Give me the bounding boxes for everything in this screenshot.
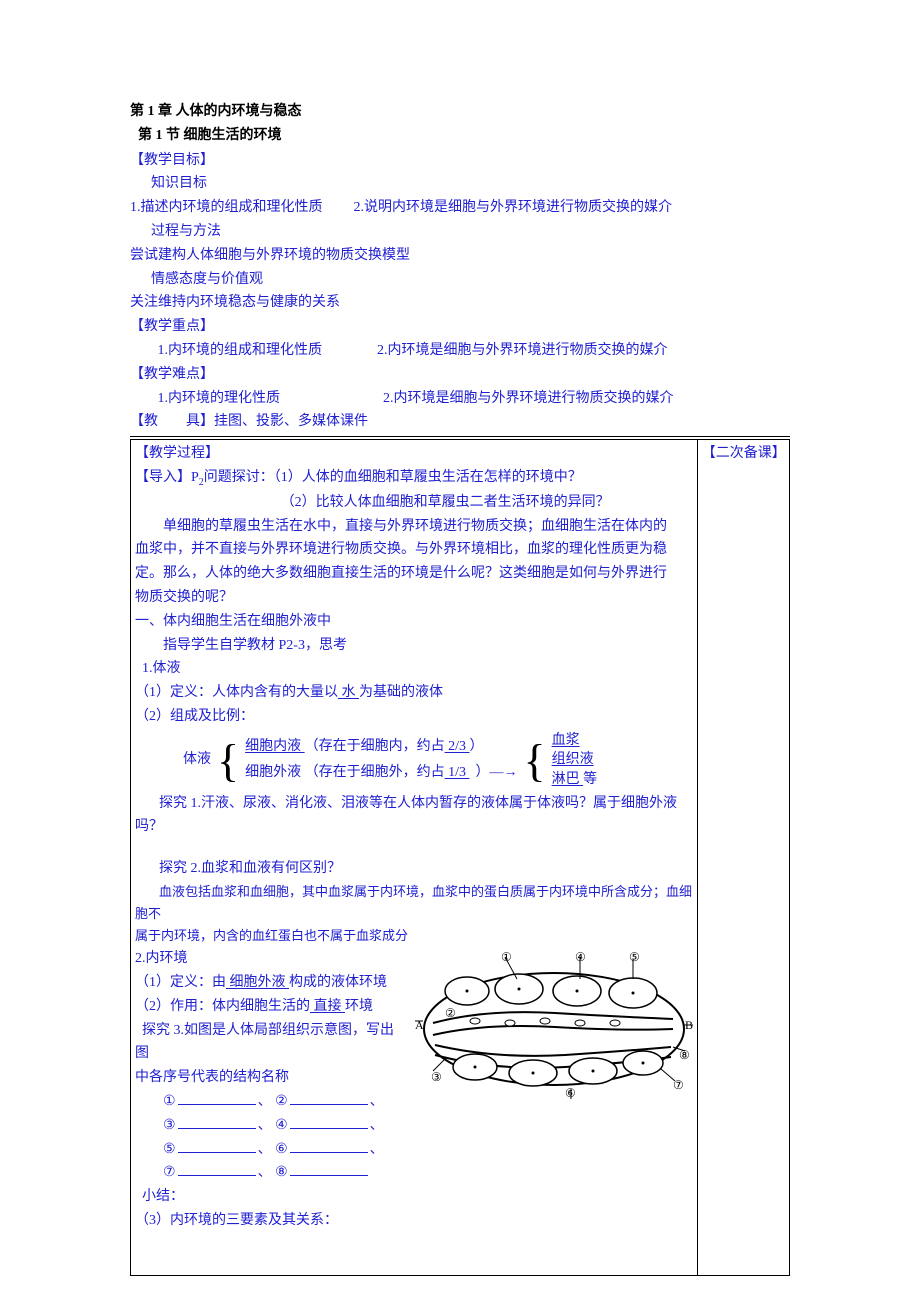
goal-line-1b: 2.说明内环境是细胞与外界环境进行物质交换的媒介 — [354, 200, 673, 215]
intro-q1: 问题探讨：（1）人体的血细胞和草履虫生活在怎样的环境中？ — [204, 470, 582, 485]
goal-line-1a: 1.描述内环境的组成和理化性质 — [130, 200, 323, 215]
blank-2 — [290, 1104, 368, 1105]
heading-diff: 【教学难点】 — [130, 367, 214, 382]
comma-2: 、 — [370, 1094, 384, 1109]
label-8: ⑧ — [275, 1165, 288, 1180]
para1-l2: 血浆中，并不直接与外界环境进行物质交换。与外界环境相比，血浆的理化性质更为稳 — [135, 538, 693, 562]
heading-intro: 【导入】 — [135, 470, 191, 485]
diff-1: 1.内环境的理化性质 — [158, 391, 281, 406]
intro-p-label: P — [191, 470, 199, 485]
left-brace-icon-2: { — [523, 741, 545, 780]
label-6: ⑥ — [275, 1142, 288, 1157]
svg-text:⑤: ⑤ — [629, 951, 640, 964]
heading-goal: 【教学目标】 — [130, 153, 214, 168]
svg-text:⑥: ⑥ — [565, 1086, 576, 1099]
svg-text:⑧: ⑧ — [679, 1048, 690, 1062]
svg-text:⑦: ⑦ — [673, 1078, 684, 1092]
svg-text:④: ④ — [575, 951, 586, 964]
heading-second-prep: 【二次备课】 — [702, 446, 786, 461]
blank-3 — [178, 1128, 256, 1129]
svg-text:A: A — [415, 1018, 424, 1032]
label-3: ③ — [163, 1118, 176, 1133]
goal-sub1: 知识目标 — [130, 172, 790, 196]
label-1: ① — [163, 1094, 176, 1109]
chapter-title: 第 1 章 人体的内环境与稳态 — [130, 100, 790, 124]
sec1-guide: 指导学生自学教材 P2-3，思考 — [135, 634, 693, 658]
heading-process: 【教学过程】 — [135, 446, 219, 461]
label-7: ⑦ — [163, 1165, 176, 1180]
label-2: ② — [275, 1094, 288, 1109]
sec1-def2: （2）组成及比例： — [135, 705, 693, 729]
blank-one-third: 1/3 — [445, 765, 470, 780]
sec1-def1b: 为基础的液体 — [359, 685, 443, 700]
goal-sub2: 过程与方法 — [130, 220, 790, 244]
comma-4: 、 — [370, 1118, 384, 1133]
goal-sub3: 情感态度与价值观 — [130, 268, 790, 292]
label-5: ⑤ — [163, 1142, 176, 1157]
para1-l4: 物质交换的呢？ — [135, 586, 693, 610]
svg-text:③: ③ — [431, 1070, 442, 1084]
heading-tools: 【教 具】 — [130, 414, 214, 429]
goal-line2: 尝试建构人体细胞与外界环境的物质交换模型 — [130, 244, 790, 268]
heading-emph: 【教学重点】 — [130, 319, 214, 334]
sec1-def1a: （1）定义：人体内含有的大量以 — [135, 685, 338, 700]
sec2-def2a: （2）作用：体内细胞生活的 — [135, 999, 310, 1014]
explore-1b: 吗？ — [135, 815, 693, 839]
blank-6 — [290, 1152, 368, 1153]
blank-7 — [178, 1175, 256, 1176]
section-title: 第 1 节 细胞生活的环境 — [138, 124, 790, 148]
outer-label: 细胞外液 — [245, 765, 301, 780]
blank-ecf: 细胞外液 — [226, 975, 289, 990]
emph-1: 1.内环境的组成和理化性质 — [158, 343, 323, 358]
blank-lymph: 淋巴 — [552, 772, 584, 787]
blank-1 — [178, 1104, 256, 1105]
explore-2-ans1: 血液包括血浆和血细胞，其中血浆属于内环境，血浆中的蛋白质属于内环境中所含成分；血… — [135, 884, 692, 921]
sec2-def2b: 环境 — [345, 999, 373, 1014]
summary-label: 小结： — [135, 1185, 693, 1209]
blank-8 — [290, 1175, 368, 1176]
inner-text: （存在于细胞内，约占 — [305, 739, 445, 754]
sec2-def1a: （1）定义：由 — [135, 975, 226, 990]
blank-4 — [290, 1128, 368, 1129]
blank-5 — [178, 1152, 256, 1153]
sec2-def1b: 构成的液体环境 — [289, 975, 387, 990]
tissue-diagram: ① ② ③ ④ ⑤ ⑥ ⑦ ⑧ A B — [415, 951, 693, 1099]
comma-6: 、 — [370, 1142, 384, 1157]
svg-text:②: ② — [445, 1006, 456, 1020]
emph-2: 2.内环境是细胞与外界环境进行物质交换的媒介 — [377, 343, 668, 358]
main-content-table: 【教学过程】 【导入】P2问题探讨：（1）人体的血细胞和草履虫生活在怎样的环境中… — [130, 439, 790, 1276]
label-4: ④ — [275, 1118, 288, 1133]
sec1-title: 一、体内细胞生活在细胞外液中 — [135, 610, 693, 634]
explore-1: 探究 1.汗液、尿液、消化液、泪液等在人体内暂存的液体属于体液吗？属于细胞外液 — [159, 796, 677, 811]
svg-text:①: ① — [501, 951, 512, 964]
comma-5: 、 — [258, 1142, 272, 1157]
outer-text: （存在于细胞外，约占 — [305, 765, 445, 780]
explore-3a: 探究 3.如图是人体局部组织示意图，写出图 — [135, 1023, 394, 1062]
sec1-h1: 1.体液 — [135, 657, 693, 681]
comma-7: 、 — [258, 1165, 272, 1180]
goal-line3: 关注维持内环境稳态与健康的关系 — [130, 291, 790, 315]
tools-text: 挂图、投影、多媒体课件 — [214, 414, 368, 429]
explore-2: 探究 2.血浆和血液有何区别？ — [159, 861, 341, 876]
para1-l3: 定。那么，人体的绝大多数细胞直接生活的环境是什么呢？这类细胞是如何与外界进行 — [135, 562, 693, 586]
intro-q2: （2）比较人体血细胞和草履虫二者生活环境的异同？ — [135, 491, 693, 515]
brace-label-body-fluid: 体液 — [135, 748, 217, 772]
sec3: （3）内环境的三要素及其关系： — [135, 1209, 693, 1233]
left-brace-icon: { — [217, 741, 239, 780]
inner-close: ） — [469, 739, 483, 754]
diff-2: 2.内环境是细胞与外界环境进行物质交换的媒介 — [383, 391, 674, 406]
comma-3: 、 — [258, 1118, 272, 1133]
svg-text:B: B — [685, 1018, 693, 1032]
blank-direct: 直接 — [310, 999, 345, 1014]
etc-text: 等 — [583, 772, 597, 787]
arrow-right: ）―→ — [469, 765, 523, 780]
explore-2-ans2: 属于内环境，内含的血红蛋白也不属于血浆成分 — [135, 925, 693, 947]
comma-1: 、 — [258, 1094, 272, 1109]
blank-tissue-fluid: 组织液 — [552, 752, 594, 767]
blank-plasma: 血浆 — [552, 733, 580, 748]
blank-water: 水 — [338, 685, 359, 700]
blank-cell-inner: 细胞内液 — [245, 739, 305, 754]
blank-two-thirds: 2/3 — [445, 739, 470, 754]
para1-l1: 单细胞的草履虫生活在水中，直接与外界环境进行物质交换；血细胞生活在体内的 — [135, 515, 693, 539]
